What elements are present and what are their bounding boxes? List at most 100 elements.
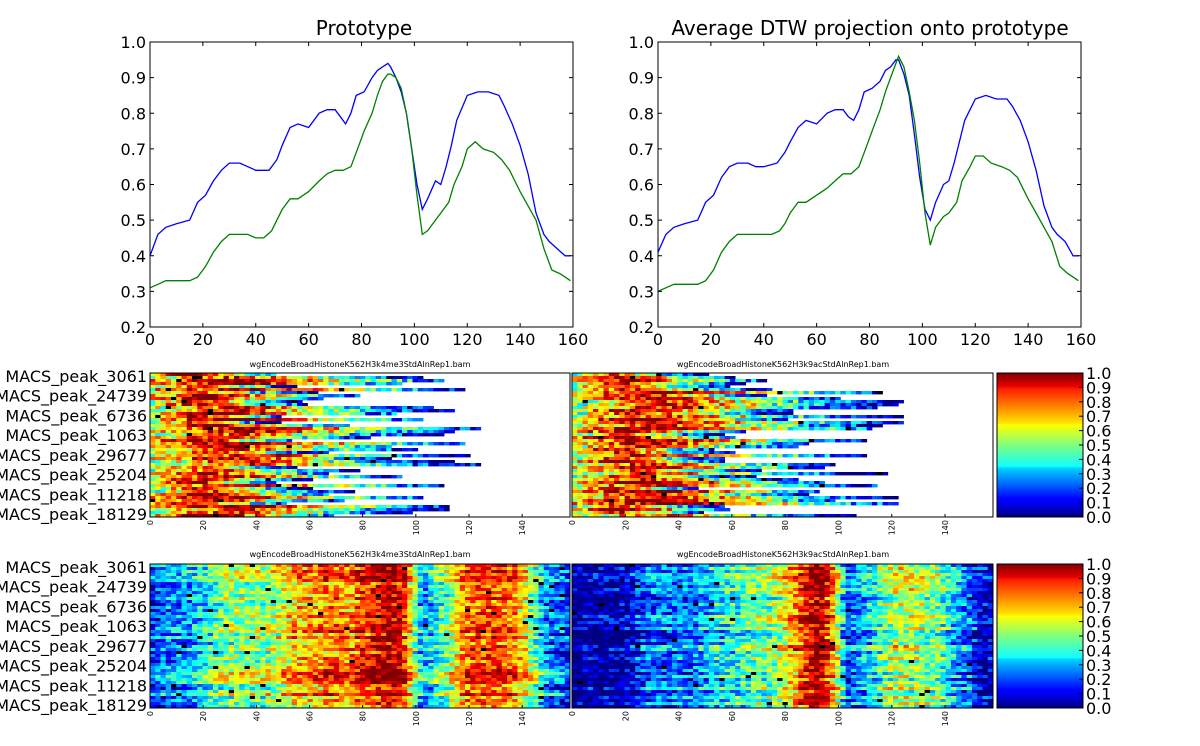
heatmap-cell [417,484,424,488]
heatmap-cell [218,376,224,380]
heatmap-cell [381,484,387,488]
heatmap-cell [365,376,371,380]
heatmap-cell [239,487,245,491]
heatmap-cell [160,424,167,428]
heatmap-cell [344,490,350,494]
heatmap-cell [318,484,324,488]
heatmap-cell [814,463,820,467]
heatmap-cell [155,391,161,395]
heatmap-cell [782,406,789,410]
heatmap-cell [803,499,810,503]
heatmap-cell [186,454,193,458]
heatmap-cell [333,508,340,512]
heatmap-cell [777,391,783,395]
heatmap-cell [624,472,631,476]
heatmap-cell [650,478,657,482]
heatmap-cell [192,436,198,440]
heatmap-cell [671,403,678,407]
heatmap-cell [629,493,636,497]
heatmap-cell [587,478,594,482]
heatmap-cell [735,427,741,431]
heatmap-cell [629,454,636,458]
heatmap-cell [255,424,261,428]
heatmap-cell [239,493,245,497]
heatmap-cell [835,415,841,419]
heatmap-cell [840,496,847,500]
heatmap-cell [614,409,620,413]
heatmap-cell [417,585,424,589]
heatmap-cell [181,475,188,479]
heatmap-cell [814,439,820,443]
heatmap-cell [459,573,466,577]
heatmap-cell [761,427,768,431]
heatmap-cell [850,421,857,425]
heatmap-cell [501,573,508,577]
heatmap-cell [381,412,387,416]
heatmap-cell [845,406,852,410]
heatmap-cell [729,379,736,383]
heatmap-cell [202,373,209,377]
x-tick-label: 60 [728,520,737,530]
heatmap-cell [286,376,293,380]
heatmap-cell [793,499,799,503]
heatmap-cell [297,406,303,410]
heatmap-cell [349,460,356,464]
heatmap-cell [202,514,209,518]
heatmap-cell [349,496,356,500]
heatmap-cell [729,490,736,494]
heatmap-cell [856,484,862,488]
heatmap-cell [708,427,715,431]
heatmap-cell [213,487,219,491]
heatmap-cell [223,439,230,443]
heatmap-cell [871,403,878,407]
heatmap-cell [835,454,841,458]
heatmap-cell [666,433,673,437]
heatmap-cell [270,442,277,446]
heatmap-cell [417,564,424,568]
heatmap-cell [186,394,193,398]
heatmap-cell [845,514,852,518]
heatmap-cell [265,424,272,428]
heatmap-cell [286,382,293,386]
heatmap-cell [572,505,578,509]
heatmap-cell [714,430,720,434]
heatmap-cell [323,508,329,512]
heatmap-cell [213,508,219,512]
heatmap-cell [207,418,214,422]
heatmap-cell [803,415,810,419]
heatmap-cell [871,415,878,419]
heatmap-cell [661,457,668,461]
heatmap-cell [218,585,224,589]
heatmap-cell [577,424,583,428]
heatmap-cell [724,472,731,476]
heatmap-cell [577,454,583,458]
heatmap-cell [192,508,198,512]
heatmap-cell [349,409,356,413]
heatmap-cell [297,424,303,428]
heatmap-cell [307,427,314,431]
heatmap-cell [671,451,678,455]
heatmap-cell [186,469,193,473]
heatmap-cell [307,472,314,476]
heatmap-cell [729,481,736,485]
heatmap-cell [202,436,209,440]
y-tick-label: 0.7 [121,140,146,159]
heatmap-cell [202,427,209,431]
heatmap-cell [582,433,589,437]
heatmap-cell [635,505,641,509]
heatmap-cell [714,508,720,512]
heatmap-cell [635,481,641,485]
heatmap-cell [286,442,293,446]
heatmap-cell [171,436,177,440]
heatmap-cell [381,454,387,458]
x-tick-label: 0 [146,520,155,525]
heatmap-cell [386,576,392,580]
heatmap-cell [192,570,198,574]
heatmap-cell [572,433,578,437]
heatmap-cell [703,451,710,455]
heatmap-cell [708,457,715,461]
heatmap-cell [750,439,757,443]
y-tick-label: 0.7 [629,140,654,159]
heatmap-cell [719,451,726,455]
heatmap-cell [428,379,434,383]
